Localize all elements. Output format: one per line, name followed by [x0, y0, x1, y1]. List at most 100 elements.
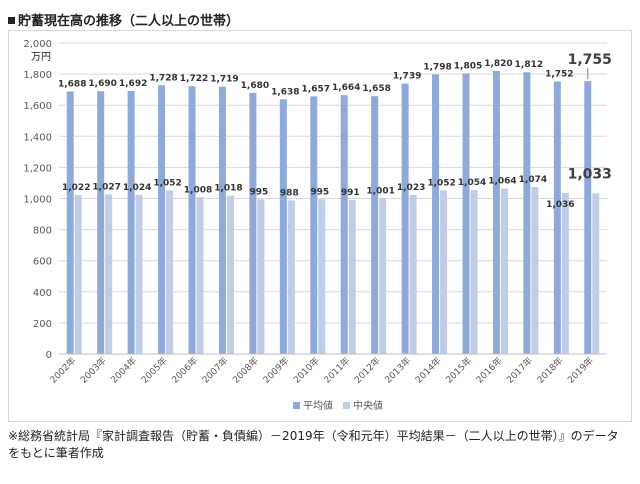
mean-bar [371, 96, 379, 354]
mean-bar [188, 86, 196, 354]
median-bar [74, 195, 82, 354]
mean-bar [249, 92, 257, 354]
median-data-label: 1,052 [427, 178, 455, 188]
y-tick-label: 1,400 [23, 132, 52, 143]
mean-bar [492, 70, 500, 355]
mean-data-label: 1,722 [180, 74, 208, 84]
mean-bar [432, 74, 440, 354]
mean-bar [310, 96, 318, 355]
chart-title: 貯蓄現在高の推移（二人以上の世帯） [8, 10, 239, 29]
median-bar [379, 198, 387, 354]
mean-data-label: 1,657 [302, 84, 330, 94]
median-data-label: 1,001 [366, 186, 394, 196]
mean-data-label: 1,812 [515, 60, 543, 70]
x-tick-label: 2010年 [291, 355, 322, 386]
median-bar [592, 193, 600, 354]
mean-bar [584, 81, 592, 354]
x-tick-label: 2017年 [504, 355, 535, 386]
median-data-label: 1,024 [123, 183, 151, 193]
median-bar [257, 199, 265, 354]
bullet-square-icon [8, 17, 15, 24]
median-bar [105, 194, 113, 354]
median-bar [166, 190, 174, 354]
mean-data-label: 1,739 [393, 72, 421, 82]
mean-data-label: 1,680 [241, 81, 269, 91]
median-bar [531, 186, 539, 354]
mean-bar [401, 83, 409, 354]
x-tick-label: 2008年 [230, 355, 261, 386]
median-data-label: 1,022 [62, 183, 90, 193]
bar-chart: 0 200 400 600 800 1,000 1,200 1,400 1,600 1,800 2,… [23, 39, 612, 412]
chart-title-text: 貯蓄現在高の推移（二人以上の世帯） [18, 14, 240, 29]
median-data-label: 1,074 [519, 175, 547, 185]
mean-highlight-label: 1,755 [568, 52, 612, 68]
mean-data-label: 1,798 [423, 62, 451, 72]
x-tick-label: 2004年 [108, 355, 139, 386]
mean-data-label: 1,664 [332, 83, 360, 93]
legend-label-mean: 平均値 [303, 399, 333, 412]
mean-bar [553, 81, 561, 354]
mean-data-label: 1,658 [362, 84, 390, 94]
x-tick-label: 2013年 [382, 355, 413, 386]
median-data-label: 1,023 [397, 183, 425, 193]
y-tick-label: 1,600 [23, 101, 52, 112]
x-tick-label: 2014年 [413, 355, 444, 386]
mean-bar [340, 95, 348, 355]
median-data-label: 988 [280, 188, 299, 198]
y-tick-label: 600 [33, 257, 52, 268]
median-data-label: 1,054 [458, 178, 486, 188]
x-tick-label: 2005年 [139, 355, 170, 386]
median-bar [500, 188, 508, 354]
median-bar [470, 190, 478, 354]
mean-data-label: 1,728 [149, 73, 177, 83]
median-data-label: 1,027 [92, 182, 120, 192]
median-bar [196, 197, 204, 354]
y-tick-label: 0 [46, 350, 52, 361]
y-tick-label: 1,000 [23, 195, 52, 206]
median-bar [287, 200, 295, 354]
mean-data-label: 1,805 [454, 61, 482, 71]
y-tick-label: 2,000 [23, 39, 52, 50]
source-note: ※総務省統計局『家計調査報告（貯蓄・負債編）－2019年（令和元年）平均結果－（… [8, 429, 619, 460]
median-data-label: 995 [249, 187, 268, 197]
median-bar [348, 199, 356, 354]
y-tick-label: 400 [33, 288, 52, 299]
x-tick-label: 2011年 [321, 355, 352, 386]
y-tick-label: 800 [33, 226, 52, 237]
mean-data-label: 1,690 [88, 79, 116, 89]
mean-data-label: 1,688 [58, 80, 86, 90]
median-data-label: 1,064 [488, 177, 516, 187]
mean-bar [97, 91, 105, 354]
legend-swatch-mean [293, 402, 300, 409]
mean-bar [66, 91, 74, 355]
median-data-label: 1,018 [214, 184, 242, 194]
y-tick-label: 1,200 [23, 163, 52, 174]
median-bar [226, 195, 234, 354]
x-tick-label: 2015年 [443, 355, 474, 386]
median-data-label: 1,052 [153, 178, 181, 188]
mean-bar [127, 90, 135, 355]
mean-bar [158, 85, 166, 354]
median-highlight-label: 1,033 [568, 166, 612, 182]
x-tick-label: 2009年 [260, 355, 291, 386]
x-tick-label: 2003年 [78, 355, 109, 386]
legend-label-median: 中央値 [353, 399, 383, 412]
mean-bar [462, 73, 470, 354]
legend-swatch-median [343, 402, 350, 409]
mean-data-label: 1,820 [484, 59, 512, 69]
mean-bar [279, 99, 287, 354]
mean-bar [218, 86, 226, 354]
x-tick-label: 2016年 [474, 355, 505, 386]
mean-data-label: 1,692 [119, 79, 147, 89]
x-tick-label: 2019年 [565, 355, 596, 386]
mean-data-label: 1,752 [545, 70, 573, 80]
mean-data-label: 1,719 [210, 75, 238, 85]
median-bar [409, 194, 417, 354]
median-data-label: 995 [310, 187, 329, 197]
y-tick-label: 200 [33, 319, 52, 330]
x-tick-label: 2012年 [352, 355, 383, 386]
median-bar [440, 190, 448, 354]
x-tick-label: 2018年 [534, 355, 565, 386]
x-tick-label: 2007年 [200, 355, 231, 386]
median-bar [135, 194, 143, 354]
